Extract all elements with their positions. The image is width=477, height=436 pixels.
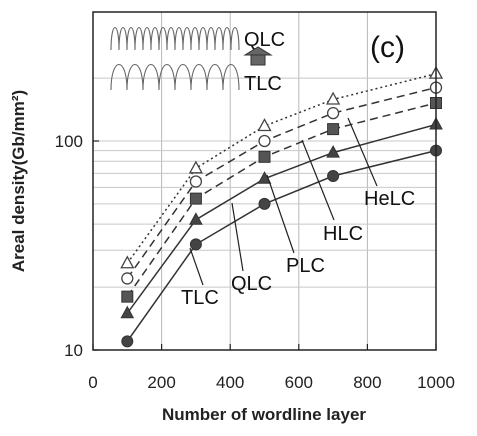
- x-tick-label: 1000: [417, 373, 455, 392]
- label-tlc: TLC: [181, 287, 219, 309]
- y-axis-title: Areal density(Gb/mm²): [9, 90, 28, 272]
- data-point-tlc: [121, 335, 134, 348]
- inset-tlc-distribution: [110, 63, 240, 91]
- leader-line: [189, 247, 204, 286]
- x-tick-label: 400: [216, 373, 244, 392]
- data-point-helc: [120, 255, 135, 269]
- series-line-helc: [126, 72, 437, 264]
- x-axis-title: Number of wordline layer: [162, 405, 366, 424]
- data-point-plc: [327, 123, 340, 136]
- x-tick-label: 0: [88, 373, 97, 392]
- leader-line: [266, 174, 295, 254]
- leader-line: [231, 202, 244, 272]
- data-point-qlc: [120, 305, 135, 319]
- inset-bottom-label: TLC: [244, 73, 282, 95]
- data-point-plc: [258, 150, 271, 163]
- data-point-plc: [189, 192, 202, 205]
- data-point-hlc: [189, 175, 203, 188]
- data-point-tlc: [327, 170, 340, 183]
- label-plc: PLC: [286, 255, 325, 277]
- y-tick-label: 10: [64, 341, 83, 360]
- label-hlc: HLC: [323, 223, 363, 245]
- data-point-tlc: [258, 197, 271, 210]
- y-tick-label: 100: [55, 132, 83, 151]
- label-helc: HeLC: [364, 188, 415, 210]
- annotation-leaders: [189, 117, 378, 286]
- up-arrow-icon: [243, 46, 273, 66]
- data-point-hlc: [326, 106, 340, 120]
- inset-top-label: QLC: [244, 29, 285, 51]
- data-point-tlc: [189, 238, 202, 251]
- data-point-qlc: [189, 212, 203, 225]
- data-point-hlc: [258, 134, 271, 148]
- x-tick-label: 200: [147, 373, 175, 392]
- panel-label: (c): [370, 31, 405, 64]
- data-point-qlc: [326, 145, 340, 158]
- leader-line: [301, 139, 335, 221]
- inset-distribution-sketch: [110, 27, 240, 91]
- series-layer: [120, 65, 444, 348]
- data-point-helc: [257, 118, 272, 132]
- label-qlc: QLC: [231, 273, 272, 295]
- data-point-helc: [188, 160, 203, 174]
- ticks: 0 200 400 600 800 1000 10 100: [55, 132, 455, 392]
- x-tick-label: 800: [353, 373, 381, 392]
- series-line-tlc: [126, 149, 437, 342]
- data-point-hlc: [121, 272, 134, 285]
- x-tick-label: 600: [285, 373, 313, 392]
- data-point-helc: [326, 91, 341, 105]
- plot-frame: [92, 11, 437, 351]
- leader-line: [347, 117, 378, 187]
- inset-qlc-distribution: [110, 27, 240, 51]
- data-point-plc: [121, 290, 134, 303]
